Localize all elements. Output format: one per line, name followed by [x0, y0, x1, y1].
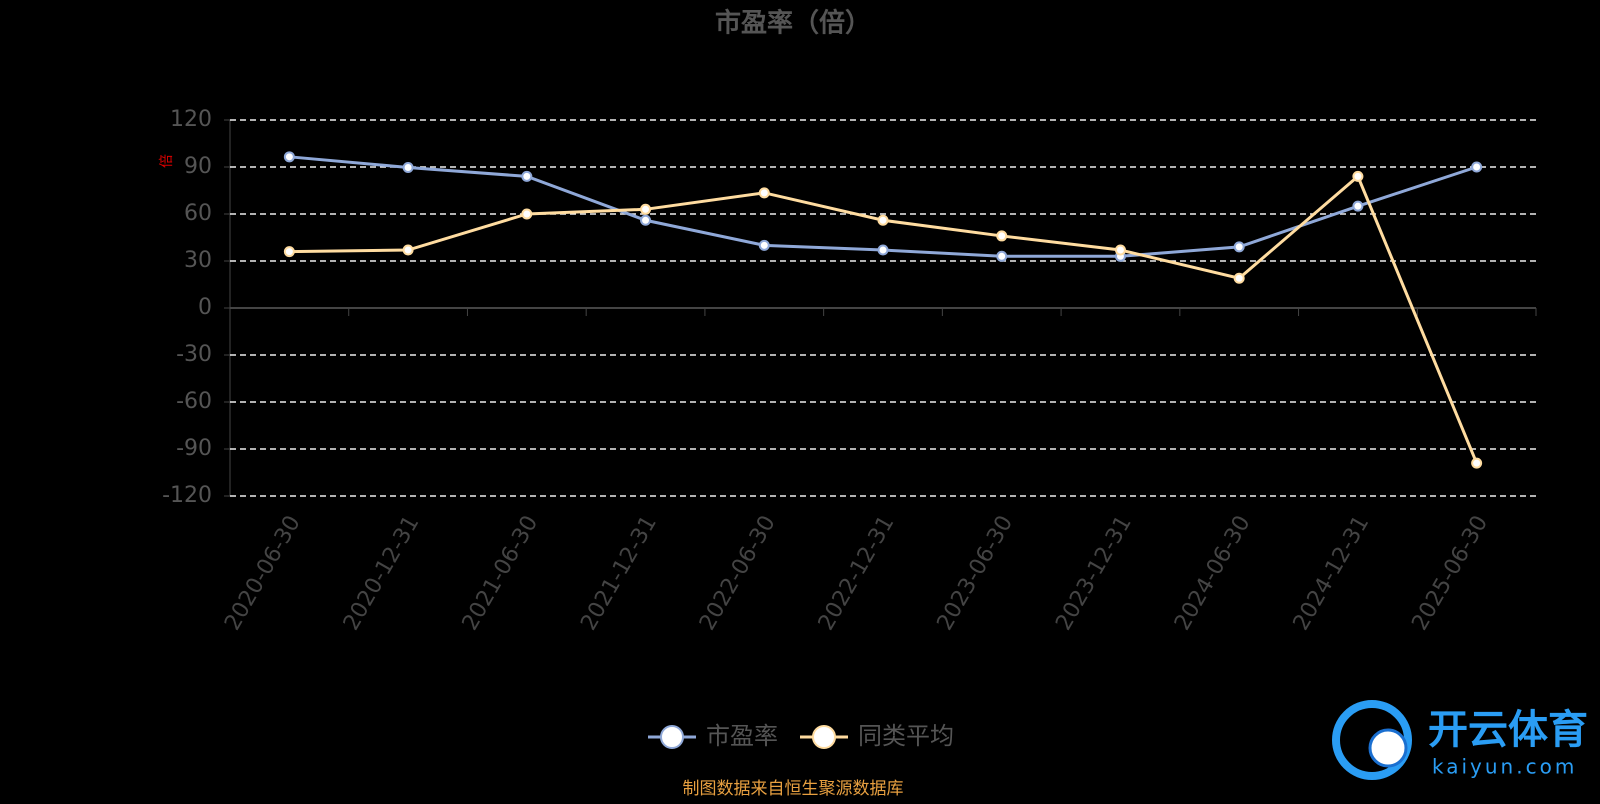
y-tick-label: -30 [176, 342, 212, 367]
legend-label: 市盈率 [706, 722, 778, 750]
x-tick-label: 2021-12-31 [576, 512, 662, 635]
y-tick-label: -60 [176, 389, 212, 414]
y-tick-label: 30 [184, 248, 212, 273]
data-point [402, 244, 414, 256]
legend-label: 同类平均 [858, 722, 954, 750]
legend-marker [660, 725, 684, 749]
data-point [1352, 200, 1364, 212]
data-point [1233, 272, 1245, 284]
y-tick-label: -90 [176, 436, 212, 461]
data-point [402, 161, 414, 173]
chart-title: 市盈率（倍） [715, 8, 871, 39]
data-point [877, 214, 889, 226]
data-point [521, 170, 533, 182]
data-point [283, 246, 295, 258]
data-point [1352, 170, 1364, 182]
data-point [877, 244, 889, 256]
data-point [996, 250, 1008, 262]
data-point [640, 214, 652, 226]
legend-marker [812, 725, 836, 749]
data-point [1114, 244, 1126, 256]
y-tick-label: 90 [184, 154, 212, 179]
logo-ring [1332, 700, 1412, 780]
data-point [640, 203, 652, 215]
watermark: 开云体育 kaiyun.com [1332, 700, 1588, 780]
data-point [996, 230, 1008, 242]
y-tick-label: 0 [198, 295, 212, 320]
x-tick-label: 2022-12-31 [814, 512, 900, 635]
x-tick-label: 2023-12-31 [1051, 512, 1137, 635]
y-tick-label: 60 [184, 201, 212, 226]
logo-ball [1368, 728, 1408, 768]
x-tick-label: 2023-06-30 [933, 512, 1019, 635]
x-tick-label: 2020-06-30 [220, 512, 306, 635]
x-tick-label: 2025-06-30 [1407, 512, 1493, 635]
x-tick-label: 2022-06-30 [695, 512, 781, 635]
x-tick-label: 2021-06-30 [458, 512, 544, 635]
x-tick-label: 2024-06-30 [1170, 512, 1256, 635]
y-tick-label: -120 [162, 483, 212, 508]
x-tick-label: 2020-12-31 [339, 512, 425, 635]
data-point [758, 239, 770, 251]
data-point [521, 208, 533, 220]
watermark-site: kaiyun.com [1432, 755, 1577, 779]
y-tick-label: 120 [170, 107, 212, 132]
watermark-brand: 开云体育 [1428, 707, 1588, 753]
data-point [1471, 457, 1483, 469]
y-axis-label: 倍 [159, 154, 175, 168]
data-point [283, 151, 295, 163]
source-note: 制图数据来自恒生聚源数据库 [683, 779, 904, 799]
data-point [1233, 241, 1245, 253]
x-tick-label: 2024-12-31 [1289, 512, 1375, 635]
series-line [289, 155, 1478, 258]
data-point [758, 187, 770, 199]
data-point [1471, 161, 1483, 173]
